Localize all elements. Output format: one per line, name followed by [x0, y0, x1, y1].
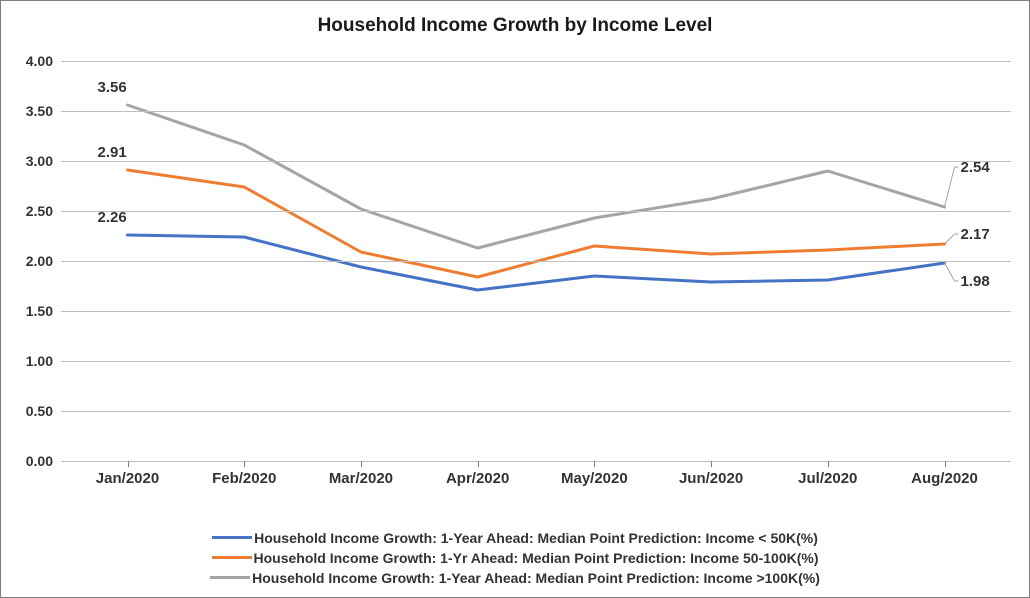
- y-tick-label: 3.50: [13, 103, 53, 119]
- y-tick-label: 3.00: [13, 153, 53, 169]
- legend-item: Household Income Growth: 1-Year Ahead: M…: [1, 529, 1029, 547]
- x-tick: [128, 461, 129, 467]
- leader-line: [945, 167, 959, 207]
- leader-line: [945, 234, 959, 244]
- leader-line: [945, 263, 959, 281]
- legend-text: Household Income Growth: 1-Year Ahead: M…: [252, 570, 820, 586]
- data-label-start: 3.56: [98, 79, 127, 96]
- data-label-start: 2.26: [98, 209, 127, 226]
- x-tick: [828, 461, 829, 467]
- x-tick-label: Jul/2020: [798, 470, 857, 487]
- y-tick-label: 0.50: [13, 403, 53, 419]
- legend-item: Household Income Growth: 1-Year Ahead: M…: [1, 569, 1029, 587]
- y-tick-label: 2.00: [13, 253, 53, 269]
- gridline: [61, 261, 1011, 262]
- gridline: [61, 361, 1011, 362]
- x-tick-label: Mar/2020: [329, 470, 393, 487]
- x-tick-label: Aug/2020: [911, 470, 978, 487]
- x-tick: [361, 461, 362, 467]
- x-tick-label: Jun/2020: [679, 470, 743, 487]
- x-tick-label: Feb/2020: [212, 470, 276, 487]
- gridline: [61, 211, 1011, 212]
- legend: Household Income Growth: 1-Year Ahead: M…: [1, 527, 1029, 589]
- chart-container: Household Income Growth by Income Level …: [0, 0, 1030, 598]
- gridline: [61, 61, 1011, 62]
- gridline: [61, 311, 1011, 312]
- y-tick-label: 0.00: [13, 453, 53, 469]
- data-label-end: 1.98: [961, 273, 990, 290]
- plot-area: 0.000.501.001.502.002.503.003.504.00Jan/…: [61, 61, 1011, 461]
- legend-swatch: [210, 576, 250, 579]
- legend-item: Household Income Growth: 1-Yr Ahead: Med…: [1, 549, 1029, 567]
- chart-title: Household Income Growth by Income Level: [1, 1, 1029, 37]
- x-tick: [594, 461, 595, 467]
- x-tick: [945, 461, 946, 467]
- legend-text: Household Income Growth: 1-Year Ahead: M…: [254, 530, 818, 546]
- gridline: [61, 461, 1011, 462]
- gridline: [61, 161, 1011, 162]
- x-tick: [244, 461, 245, 467]
- data-label-end: 2.54: [961, 159, 990, 176]
- gridline: [61, 411, 1011, 412]
- y-tick-label: 1.50: [13, 303, 53, 319]
- gridline: [61, 111, 1011, 112]
- x-tick-label: May/2020: [561, 470, 628, 487]
- y-tick-label: 1.00: [13, 353, 53, 369]
- x-tick-label: Jan/2020: [96, 470, 159, 487]
- data-label-end: 2.17: [961, 226, 990, 243]
- series-line: [128, 105, 945, 248]
- legend-swatch: [212, 556, 252, 559]
- x-tick: [711, 461, 712, 467]
- legend-swatch: [212, 536, 252, 539]
- data-label-start: 2.91: [98, 144, 127, 161]
- x-tick: [478, 461, 479, 467]
- y-tick-label: 4.00: [13, 53, 53, 69]
- y-tick-label: 2.50: [13, 203, 53, 219]
- legend-text: Household Income Growth: 1-Yr Ahead: Med…: [254, 550, 819, 566]
- x-tick-label: Apr/2020: [446, 470, 509, 487]
